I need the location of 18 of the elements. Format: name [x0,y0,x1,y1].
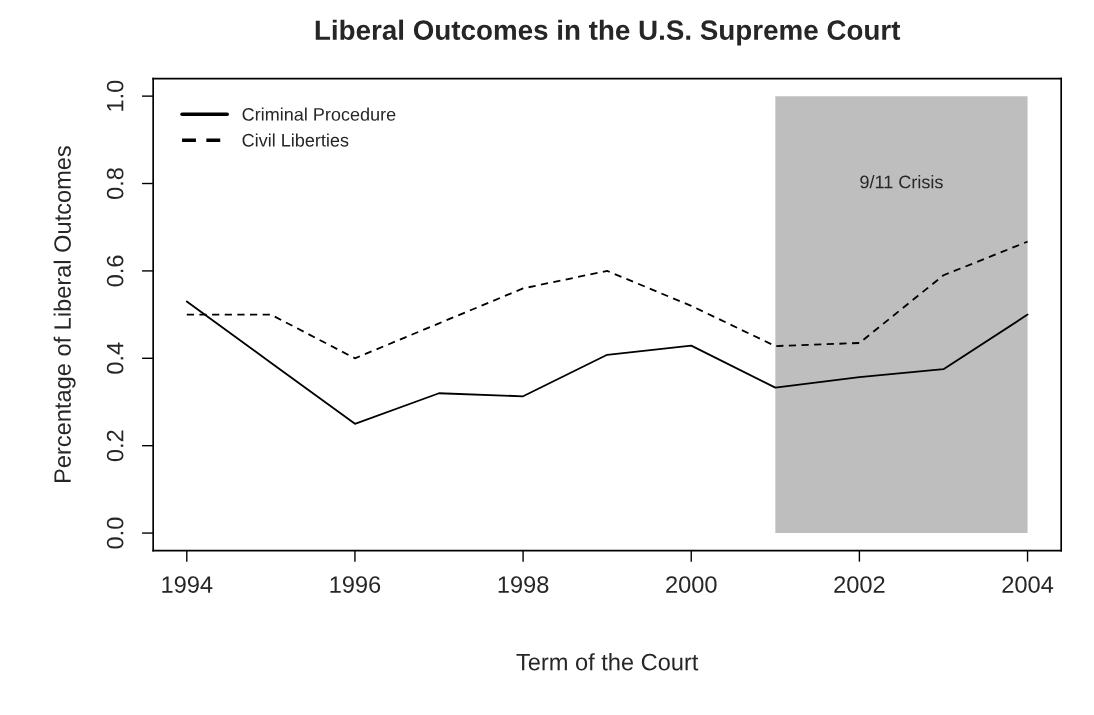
x-tick-label: 2002 [834,576,885,593]
x-tick-label: 2004 [1002,576,1054,593]
legend-label: Civil Liberties [242,133,349,147]
legend-label: Criminal Procedure [242,107,396,121]
x-tick-label: 1996 [330,576,381,593]
chart-title: Liberal Outcomes in the U.S. Supreme Court [315,19,901,46]
y-tick-label: 0.6 [106,255,124,287]
x-axis-title: Term of the Court [516,653,699,671]
x-tick-label: 1998 [498,576,549,593]
y-tick-label: 0.4 [106,342,124,374]
y-tick-label: 0.0 [106,517,124,549]
y-axis-title: Percentage of Liberal Outcomes [53,146,76,482]
y-tick-label: 0.2 [106,430,124,462]
y-tick-label: 1.0 [106,80,124,111]
x-tick-label: 1994 [162,576,213,593]
band-label: 9/11 Crisis [860,175,943,189]
x-tick-label: 2000 [666,576,717,593]
y-tick-label: 0.8 [106,168,124,199]
